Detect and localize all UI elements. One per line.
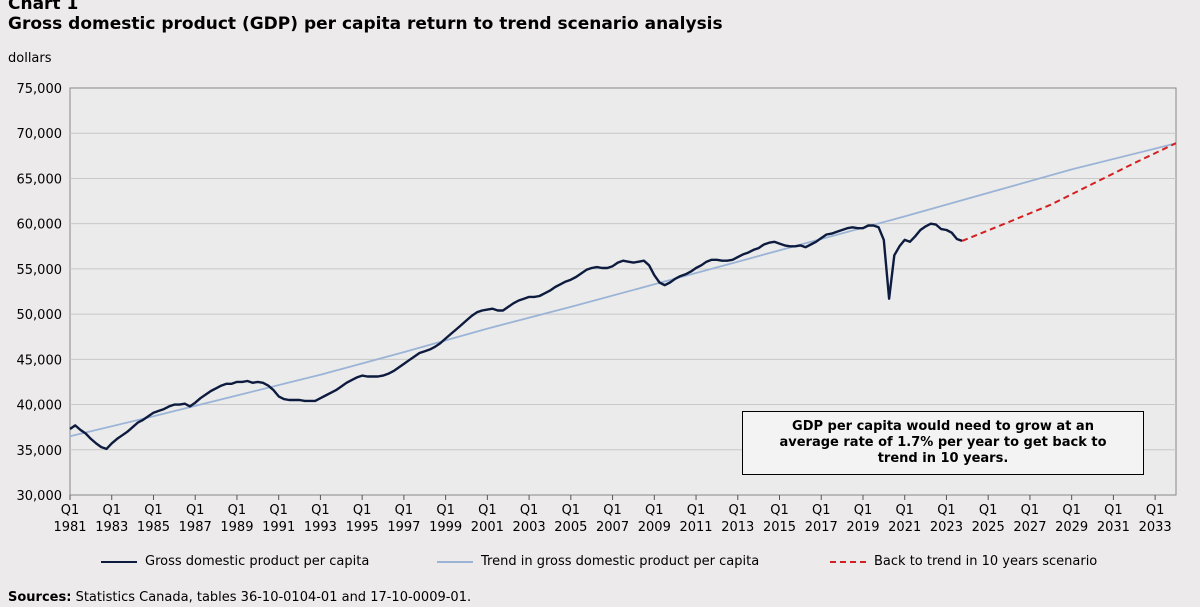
x-tick-quarter: Q1	[812, 503, 831, 518]
x-tick-quarter: Q1	[186, 503, 205, 518]
x-tick-year: 2019	[846, 520, 879, 535]
x-tick-quarter: Q1	[520, 503, 539, 518]
x-tick-year: 2031	[1097, 520, 1130, 535]
y-tick-label: 30,000	[17, 489, 63, 504]
x-tick-quarter: Q1	[770, 503, 789, 518]
x-tick-year: 1989	[220, 520, 253, 535]
x-tick-quarter: Q1	[645, 503, 664, 518]
x-tick-quarter: Q1	[729, 503, 748, 518]
legend-item-gdp: Gross domestic product per capita	[101, 554, 369, 569]
legend-label-gdp: Gross domestic product per capita	[145, 554, 370, 569]
x-tick-year: 1987	[179, 520, 212, 535]
y-tick-label: 40,000	[17, 399, 63, 414]
sources-text: Statistics Canada, tables 36-10-0104-01 …	[75, 590, 472, 605]
x-tick-year: 1991	[262, 520, 295, 535]
series-line-scenario	[961, 142, 1177, 242]
chart-title: Gross domestic product (GDP) per capita …	[8, 14, 723, 34]
x-tick-year: 2011	[679, 520, 712, 535]
x-tick-year: 2013	[721, 520, 754, 535]
legend-item-trend: Trend in gross domestic product per capi…	[437, 554, 759, 569]
x-tick-quarter: Q1	[1104, 503, 1123, 518]
x-tick-quarter: Q1	[687, 503, 706, 518]
x-tick-quarter: Q1	[269, 503, 288, 518]
x-tick-quarter: Q1	[937, 503, 956, 518]
y-tick-label: 35,000	[17, 444, 63, 459]
legend: Gross domestic product per capita Trend …	[0, 554, 1200, 574]
x-tick-quarter: Q1	[478, 503, 497, 518]
series-line-gdp	[69, 222, 963, 451]
annotation-box: GDP per capita would need to grow at an …	[742, 411, 1144, 475]
y-tick-label: 45,000	[17, 353, 63, 368]
sources-label: Sources:	[8, 590, 72, 605]
y-tick-label: 75,000	[17, 82, 63, 97]
y-tick-label: 65,000	[17, 172, 63, 187]
legend-swatch-scenario	[830, 560, 866, 563]
legend-label-scenario: Back to trend in 10 years scenario	[874, 554, 1098, 569]
x-tick-quarter: Q1	[228, 503, 247, 518]
y-tick-label: 55,000	[17, 263, 63, 278]
x-tick-year: 2023	[930, 520, 963, 535]
x-tick-year: 1997	[387, 520, 420, 535]
y-tick-label: 50,000	[17, 308, 63, 323]
chart-number: Chart 1	[8, 0, 79, 14]
x-tick-quarter: Q1	[353, 503, 372, 518]
x-tick-year: 2001	[471, 520, 504, 535]
x-tick-year: 2025	[972, 520, 1005, 535]
legend-swatch-gdp	[101, 560, 137, 563]
x-tick-quarter: Q1	[436, 503, 455, 518]
legend-item-scenario: Back to trend in 10 years scenario	[830, 554, 1097, 569]
series-lines	[69, 142, 1177, 451]
x-tick-quarter: Q1	[1146, 503, 1165, 518]
x-tick-year: 2003	[513, 520, 546, 535]
x-tick-year: 2029	[1055, 520, 1088, 535]
x-tick-quarter: Q1	[102, 503, 121, 518]
x-tick-quarter: Q1	[603, 503, 622, 518]
x-tick-quarter: Q1	[395, 503, 414, 518]
x-tick-year: 2009	[638, 520, 671, 535]
series-line-trend	[69, 142, 1177, 438]
x-tick-quarter: Q1	[895, 503, 914, 518]
x-tick-year: 1995	[346, 520, 379, 535]
x-tick-quarter: Q1	[144, 503, 163, 518]
x-tick-year: 2017	[805, 520, 838, 535]
y-tick-label: 70,000	[17, 127, 63, 142]
x-tick-quarter: Q1	[1021, 503, 1040, 518]
x-tick-year: 1985	[137, 520, 170, 535]
x-tick-quarter: Q1	[311, 503, 330, 518]
y-axis-ticks: 30,000 35,000 40,000 45,000 50,000 55,000 60,0…	[17, 82, 63, 504]
x-tick-year: 2005	[554, 520, 587, 535]
x-tick-quarter: Q1	[61, 503, 80, 518]
x-tick-quarter: Q1	[979, 503, 998, 518]
x-tick-year: 2027	[1013, 520, 1046, 535]
x-tick-year: 1993	[304, 520, 337, 535]
annotation-text: GDP per capita would need to grow at an …	[779, 419, 1107, 466]
x-tick-year: 1981	[53, 520, 86, 535]
legend-label-trend: Trend in gross domestic product per capi…	[481, 554, 760, 569]
x-tick-year: 2015	[763, 520, 796, 535]
x-tick-quarter: Q1	[854, 503, 873, 518]
y-axis-unit: dollars	[8, 51, 52, 66]
x-tick-year: 1983	[95, 520, 128, 535]
y-tick-label: 60,000	[17, 218, 63, 233]
x-tick-quarter: Q1	[1062, 503, 1081, 518]
sources-note: Sources: Statistics Canada, tables 36-10…	[8, 590, 471, 605]
x-tick-year: 1999	[429, 520, 462, 535]
x-tick-quarter: Q1	[562, 503, 581, 518]
x-tick-year: 2007	[596, 520, 629, 535]
legend-swatch-trend	[437, 560, 473, 563]
x-axis-ticks: Q1 1981 Q1 1983 Q1 1985 Q1 1987 Q1 1989 Q1 1991 Q1 19…	[53, 495, 1172, 535]
x-tick-year: 2033	[1139, 520, 1172, 535]
x-tick-year: 2021	[888, 520, 921, 535]
